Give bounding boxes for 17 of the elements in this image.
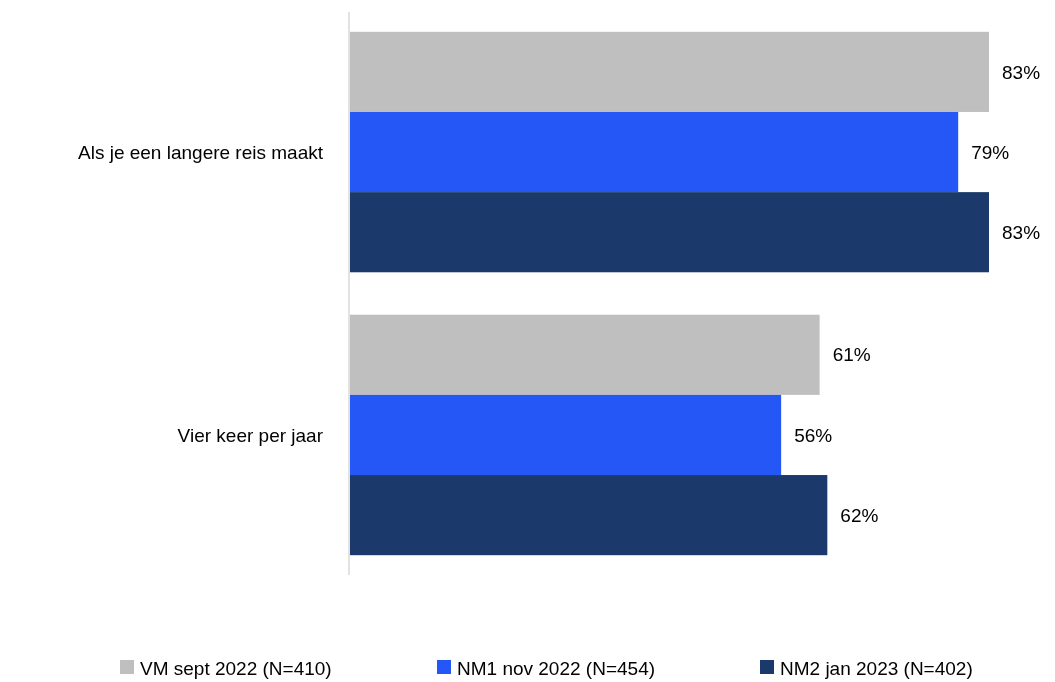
bar xyxy=(350,475,828,556)
legend-label: NM1 nov 2022 (N=454) xyxy=(457,657,656,679)
data-label: 62% xyxy=(840,504,879,526)
data-label: 79% xyxy=(971,141,1010,163)
y-tick-label: Als je een langere reis maakt xyxy=(77,141,324,163)
bar xyxy=(350,314,820,395)
bar xyxy=(350,192,989,273)
data-label: 83% xyxy=(1002,61,1041,83)
y-tick-label: Vier keer per jaar xyxy=(177,424,324,446)
legend-label: NM2 jan 2023 (N=402) xyxy=(780,657,973,679)
data-label: 56% xyxy=(794,424,833,446)
bar xyxy=(350,394,782,476)
data-label: 83% xyxy=(1002,221,1041,243)
legend-label: VM sept 2022 (N=410) xyxy=(140,657,332,679)
data-label: 61% xyxy=(832,344,871,366)
bar xyxy=(350,31,989,112)
bar xyxy=(350,111,959,193)
